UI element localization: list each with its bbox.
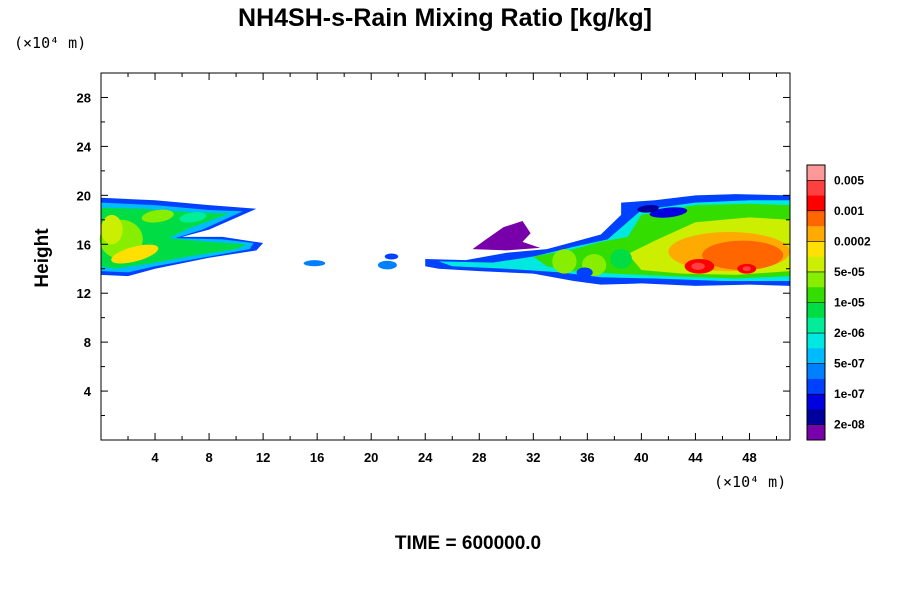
time-label: TIME = 600000.0 (395, 533, 541, 554)
patch-16 (303, 260, 326, 267)
y-axis-unit: (×10⁴ m) (14, 34, 86, 52)
contour-blob (141, 209, 174, 223)
y-axis-label: Height (32, 228, 53, 288)
colorbar-swatch (807, 378, 825, 395)
contour-blob (179, 212, 207, 223)
contour-blob (742, 266, 751, 272)
colorbar-label: 0.0002 (834, 234, 871, 248)
colorbar-label: 5e-05 (834, 265, 865, 279)
colorbar-swatch (807, 394, 825, 410)
x-tick-label: 44 (688, 450, 703, 465)
y-tick-label: 20 (77, 188, 91, 203)
x-tick-label: 32 (526, 450, 540, 465)
colorbar-swatch (807, 317, 825, 334)
x-tick-label: 8 (205, 450, 212, 465)
contour-blob (691, 262, 705, 270)
colorbar-label: 1e-07 (834, 387, 865, 401)
x-tick-label: 40 (634, 450, 648, 465)
colorbar-label: 2e-08 (834, 418, 865, 432)
colorbar-label: 5e-07 (834, 357, 865, 371)
x-tick-label: 36 (580, 450, 594, 465)
y-tick-label: 4 (84, 384, 92, 399)
x-axis-unit: (×10⁴ m) (714, 473, 786, 491)
colorbar-swatch (807, 348, 825, 365)
colorbar-swatch (807, 165, 825, 181)
contour-blob (552, 249, 577, 274)
y-tick-label: 24 (77, 139, 92, 154)
x-tick-label: 12 (256, 450, 270, 465)
colorbar-swatch (807, 302, 825, 319)
x-tick-label: 48 (742, 450, 756, 465)
y-tick-label: 16 (77, 237, 91, 252)
colorbar-label: 1e-05 (834, 296, 865, 310)
colorbar-swatch (807, 195, 825, 212)
x-tick-label: 24 (418, 450, 433, 465)
colorbar-label: 0.001 (834, 204, 864, 218)
colorbar-swatch (807, 180, 825, 196)
colorbar-swatch (807, 241, 825, 258)
patch-21 (377, 260, 397, 270)
y-axis-ticks: 4 8 12 16 20 24 28 (77, 90, 790, 417)
y-tick-label: 8 (84, 335, 91, 350)
contour-blob (576, 267, 593, 278)
colorbar-swatch (807, 226, 825, 242)
x-tick-label: 16 (310, 450, 324, 465)
purple-patch (472, 221, 541, 251)
y-tick-label: 12 (77, 286, 91, 301)
contour-blob (610, 249, 632, 269)
colorbar-swatch (807, 363, 825, 380)
colorbar-swatch (807, 333, 825, 349)
colorbar-swatch (807, 271, 825, 288)
colorbar-swatch (807, 424, 825, 441)
colorbar-swatch (807, 287, 825, 303)
colorbar-label: 0.005 (834, 173, 864, 187)
colorbar: 0.005 0.001 0.0002 5e-05 1e-05 2e-06 5e-07 1e-0… (806, 164, 871, 441)
contour-blob (101, 214, 123, 245)
patch-21b (384, 253, 399, 260)
contour-blob (649, 207, 688, 218)
chart-title: NH4SH-s-Rain Mixing Ratio [kg/kg] (238, 4, 652, 32)
contour-blob (637, 204, 659, 213)
x-tick-label: 28 (472, 450, 486, 465)
colorbar-label: 2e-06 (834, 326, 865, 340)
plot-frame (100, 72, 791, 441)
colorbar-swatch (807, 409, 825, 426)
contour-blob (111, 244, 159, 264)
data-field (99, 194, 790, 286)
colorbar-swatch (807, 256, 825, 273)
x-tick-label: 20 (364, 450, 378, 465)
x-tick-label: 4 (151, 450, 159, 465)
x-axis-ticks: 4 8 12 16 20 24 28 32 36 40 44 48 (127, 73, 777, 465)
colorbar-swatch (807, 210, 825, 227)
y-tick-label: 28 (77, 90, 91, 105)
contour-blob (702, 240, 784, 270)
